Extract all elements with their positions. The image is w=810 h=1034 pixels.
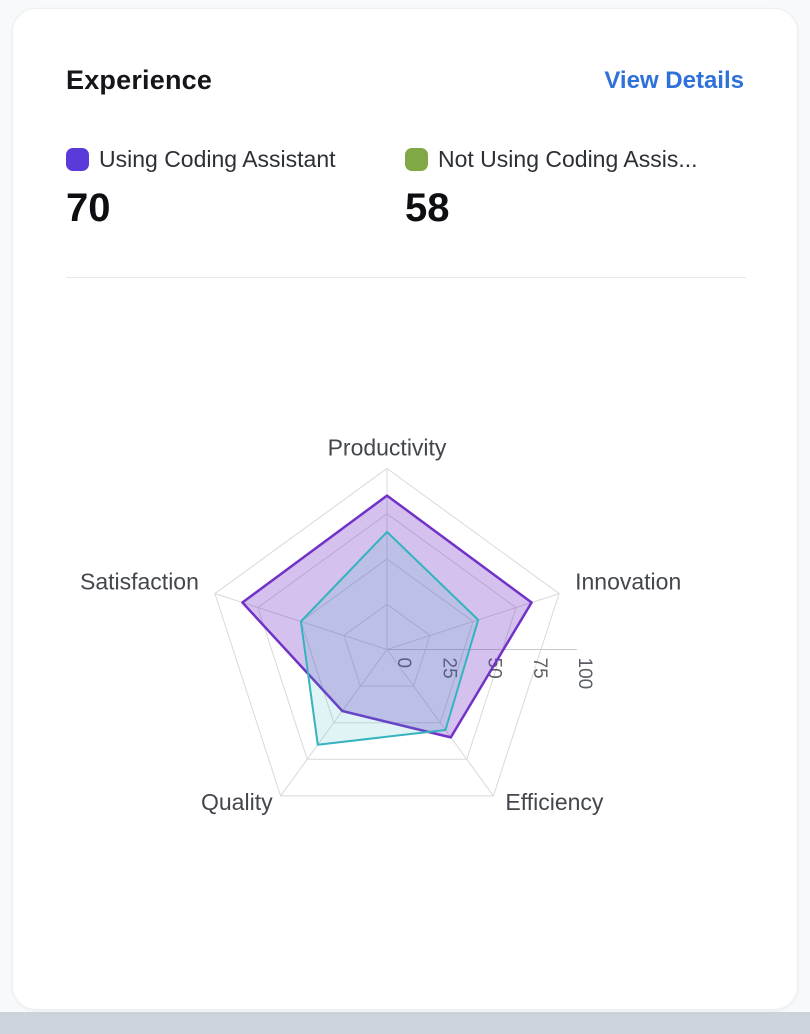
card-header: Experience View Details	[66, 65, 744, 96]
legend-swatch	[66, 148, 89, 171]
radar-grid-ring	[257, 513, 517, 760]
radar-grid-ring	[343, 603, 431, 687]
card-title: Experience	[66, 65, 213, 95]
legend-value: 70	[66, 186, 111, 230]
radar-axis-label-innovation: Innovation	[575, 569, 681, 595]
legend-swatch	[405, 148, 428, 171]
legend-label: Not Using Coding Assis...	[438, 146, 698, 172]
radar-tick-label: 0	[393, 658, 414, 669]
legend-label: Using Coding Assistant	[99, 146, 336, 172]
radar-grid-ring	[214, 467, 560, 797]
radar-axis-label-productivity: Productivity	[328, 435, 447, 461]
legend-item-not-using-coding-assistant: Not Using Coding Assis... 58	[405, 146, 744, 230]
radar-axis-label-quality: Quality	[201, 789, 273, 815]
page-background-strip	[0, 1012, 810, 1034]
radar-chart: 0 25 50 75 100 Productivity Innovation Efficien…	[0, 350, 810, 990]
radar-series-using-coding-assistant	[241, 494, 533, 739]
legend: Using Coding Assistant 70 Not Using Codi…	[66, 146, 744, 230]
view-details-link[interactable]: View Details	[604, 66, 744, 94]
radar-axis-label-efficiency: Efficiency	[505, 789, 604, 815]
divider	[66, 277, 746, 278]
experience-card: Experience View Details Using Coding Ass…	[12, 8, 798, 1010]
radar-tick-label: 25	[438, 658, 459, 679]
radar-chart-svg: 0 25 50 75 100ProductivityInnovationEfficien…	[80, 435, 681, 815]
legend-item-using-coding-assistant: Using Coding Assistant 70	[66, 146, 405, 230]
legend-value: 58	[405, 186, 450, 230]
radar-tick-label: 75	[529, 658, 550, 679]
radar-series-not-using-coding-assistant	[299, 530, 480, 746]
radar-tick-label: 100	[574, 658, 595, 690]
radar-axis-label-satisfaction: Satisfaction	[80, 569, 199, 595]
